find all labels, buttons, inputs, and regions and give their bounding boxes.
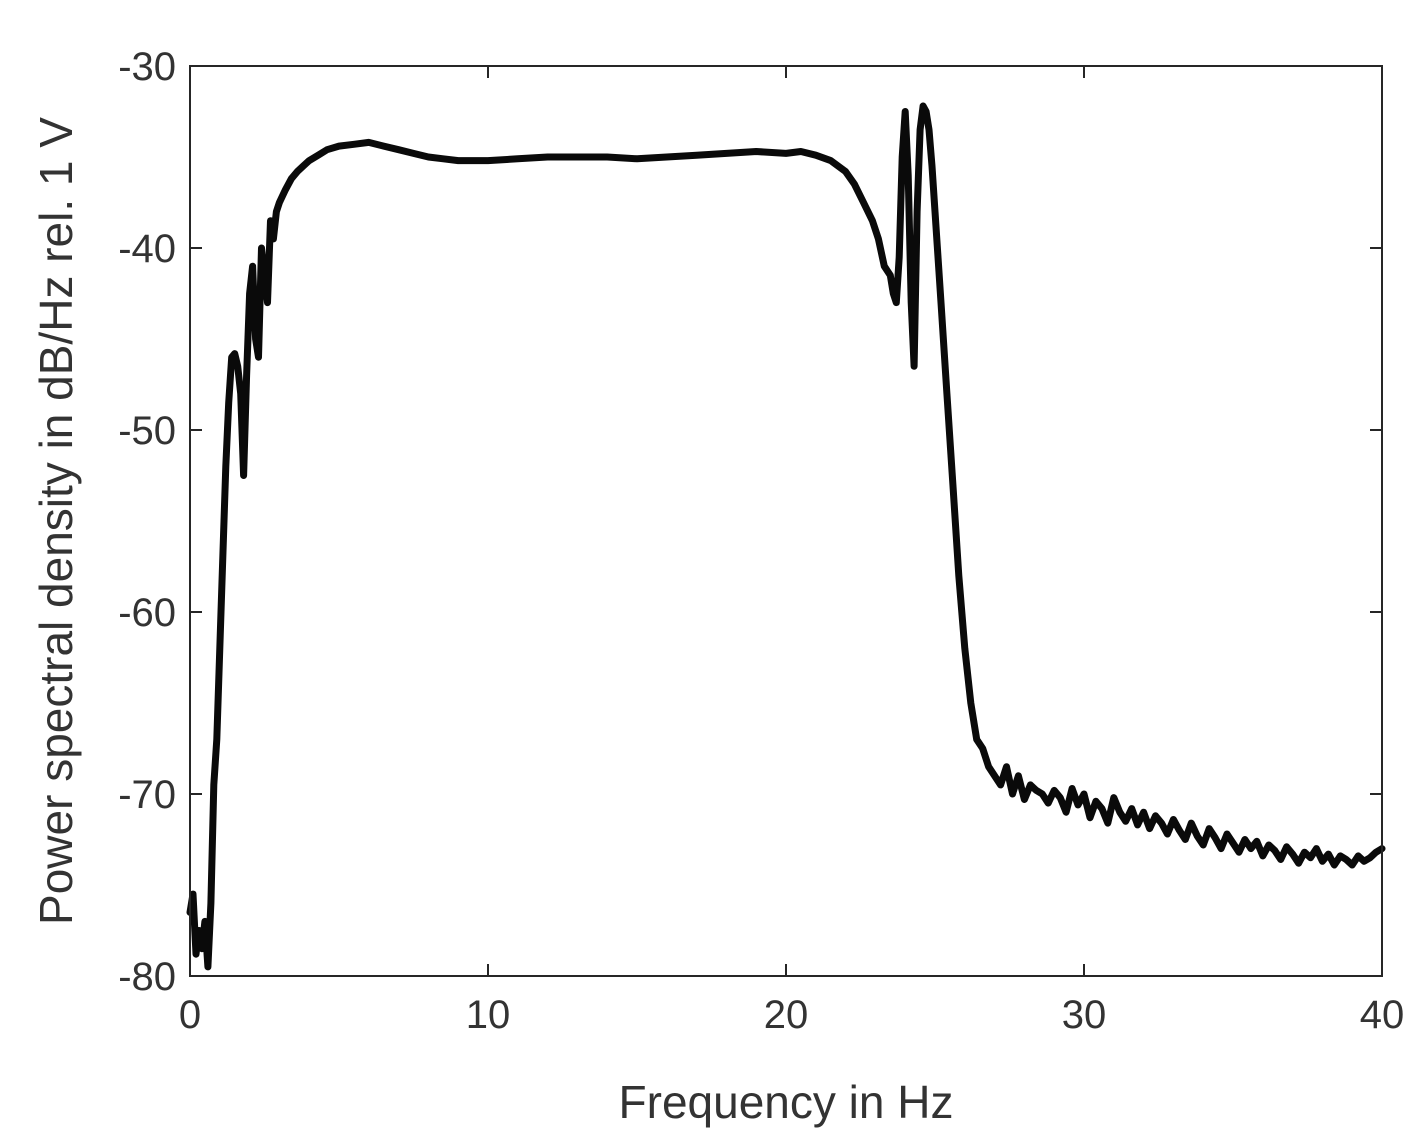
y-tick-label: -50 [118, 409, 176, 453]
plot-frame [189, 65, 1383, 977]
y-tick-label: -70 [118, 773, 176, 817]
x-tick-label: 30 [1062, 993, 1107, 1037]
x-tick-label: 10 [466, 993, 511, 1037]
x-tick-label: 20 [764, 993, 809, 1037]
y-tick-label: -80 [118, 955, 176, 999]
y-axis-label: Power spectral density in dB/Hz rel. 1 V [30, 117, 82, 925]
y-tick-label: -30 [118, 45, 176, 89]
y-tick-label: -60 [118, 591, 176, 635]
x-axis-label: Frequency in Hz [619, 1076, 954, 1128]
x-tick-label: 0 [179, 993, 201, 1037]
tick-layer: 0 10 20 30 40 -80 -70 -60 -50 -40 -30 [118, 45, 1404, 1037]
y-tick-label: -40 [118, 227, 176, 271]
series-layer [186, 102, 1386, 971]
psd-series-line [186, 102, 1386, 971]
x-tick-label: 40 [1360, 993, 1405, 1037]
